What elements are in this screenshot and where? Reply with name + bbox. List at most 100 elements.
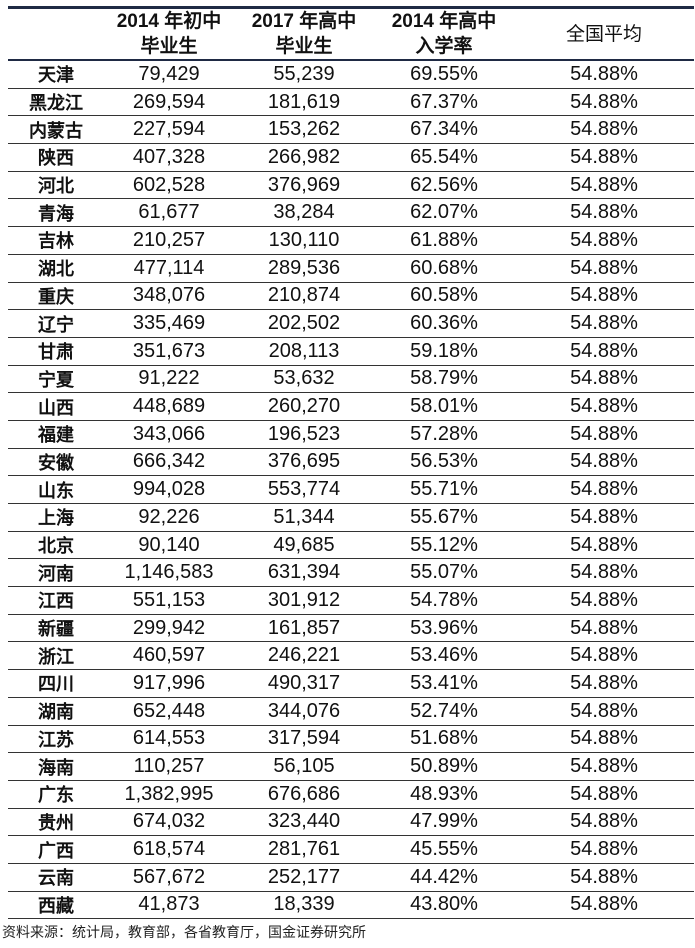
cell-senior-grads-2017: 161,857 [234, 614, 374, 643]
cell-province: 安徽 [8, 448, 104, 477]
cell-junior-grads-2014: 299,942 [104, 614, 234, 643]
cell-enroll-rate-2014: 61.88% [374, 226, 514, 255]
cell-junior-grads-2014: 79,429 [104, 60, 234, 89]
cell-enroll-rate-2014: 60.36% [374, 309, 514, 338]
cell-enroll-rate-2014: 57.28% [374, 420, 514, 449]
cell-senior-grads-2017: 252,177 [234, 863, 374, 892]
cell-enroll-rate-2014: 67.37% [374, 88, 514, 117]
cell-province: 青海 [8, 198, 104, 228]
cell-national-average: 54.88% [514, 531, 694, 560]
table-row: 安徽 666,342 376,695 56.53% 54.88% [8, 448, 694, 477]
cell-province: 天津 [8, 60, 104, 89]
cell-province: 内蒙古 [8, 115, 104, 145]
cell-province: 四川 [8, 669, 104, 698]
table-row: 湖南 652,448 344,076 52.74% 54.88% [8, 697, 694, 726]
cell-national-average: 54.88% [514, 198, 694, 228]
cell-enroll-rate-2014: 45.55% [374, 835, 514, 864]
table-row: 宁夏 91,222 53,632 58.79% 54.88% [8, 365, 694, 394]
cell-senior-grads-2017: 631,394 [234, 558, 374, 588]
header-line: 2014 年高中 [391, 11, 497, 32]
cell-national-average: 54.88% [514, 337, 694, 366]
cell-senior-grads-2017: 181,619 [234, 88, 374, 117]
table-row: 河北 602,528 376,969 62.56% 54.88% [8, 171, 694, 200]
cell-enroll-rate-2014: 62.07% [374, 198, 514, 228]
cell-junior-grads-2014: 666,342 [104, 448, 234, 477]
cell-province: 云南 [8, 863, 104, 892]
cell-province: 宁夏 [8, 365, 104, 394]
table-row: 山西 448,689 260,270 58.01% 54.88% [8, 392, 694, 421]
cell-senior-grads-2017: 260,270 [234, 392, 374, 421]
cell-enroll-rate-2014: 47.99% [374, 808, 514, 837]
table-row: 河南 1,146,583 631,394 55.07% 54.88% [8, 558, 694, 588]
cell-junior-grads-2014: 269,594 [104, 88, 234, 117]
cell-province: 辽宁 [8, 309, 104, 338]
cell-province: 新疆 [8, 614, 104, 643]
table-row: 北京 90,140 49,685 55.12% 54.88% [8, 531, 694, 560]
cell-national-average: 54.88% [514, 503, 694, 532]
cell-senior-grads-2017: 317,594 [234, 725, 374, 754]
cell-enroll-rate-2014: 55.12% [374, 531, 514, 560]
cell-national-average: 54.88% [514, 475, 694, 504]
header-line: 毕业生 [140, 36, 198, 57]
table-row: 陕西 407,328 266,982 65.54% 54.88% [8, 143, 694, 172]
cell-junior-grads-2014: 652,448 [104, 697, 234, 726]
cell-senior-grads-2017: 56,105 [234, 752, 374, 781]
enrollment-table: 2014 年初中 毕业生 2017 年高中 毕业生 2014 年高中 入学率 全国平均… [8, 6, 694, 920]
table-row: 海南 110,257 56,105 50.89% 54.88% [8, 752, 694, 781]
cell-junior-grads-2014: 551,153 [104, 586, 234, 615]
cell-junior-grads-2014: 110,257 [104, 752, 234, 781]
cell-province: 江西 [8, 586, 104, 615]
cell-senior-grads-2017: 55,239 [234, 60, 374, 89]
cell-senior-grads-2017: 301,912 [234, 586, 374, 615]
cell-junior-grads-2014: 210,257 [104, 226, 234, 255]
cell-junior-grads-2014: 61,677 [104, 198, 234, 228]
table-row: 山东 994,028 553,774 55.71% 54.88% [8, 475, 694, 504]
cell-enroll-rate-2014: 67.34% [374, 115, 514, 145]
cell-enroll-rate-2014: 59.18% [374, 337, 514, 366]
cell-enroll-rate-2014: 58.79% [374, 365, 514, 394]
cell-junior-grads-2014: 92,226 [104, 503, 234, 532]
cell-national-average: 54.88% [514, 392, 694, 421]
cell-senior-grads-2017: 246,221 [234, 641, 374, 671]
cell-enroll-rate-2014: 53.46% [374, 641, 514, 671]
cell-senior-grads-2017: 196,523 [234, 420, 374, 449]
cell-province: 西藏 [8, 891, 104, 920]
cell-senior-grads-2017: 376,969 [234, 171, 374, 200]
cell-province: 贵州 [8, 808, 104, 837]
table-row: 重庆 348,076 210,874 60.58% 54.88% [8, 282, 694, 311]
cell-national-average: 54.88% [514, 171, 694, 200]
header-line: 入学率 [415, 36, 473, 57]
table-row: 贵州 674,032 323,440 47.99% 54.88% [8, 808, 694, 837]
cell-senior-grads-2017: 676,686 [234, 780, 374, 809]
cell-national-average: 54.88% [514, 254, 694, 283]
cell-province: 黑龙江 [8, 88, 104, 117]
cell-enroll-rate-2014: 55.71% [374, 475, 514, 504]
cell-junior-grads-2014: 618,574 [104, 835, 234, 864]
cell-junior-grads-2014: 917,996 [104, 669, 234, 698]
cell-enroll-rate-2014: 53.96% [374, 614, 514, 643]
table-row: 云南 567,672 252,177 44.42% 54.88% [8, 863, 694, 892]
cell-junior-grads-2014: 91,222 [104, 365, 234, 394]
cell-province: 北京 [8, 531, 104, 560]
cell-national-average: 54.88% [514, 669, 694, 698]
table-row: 上海 92,226 51,344 55.67% 54.88% [8, 503, 694, 532]
cell-national-average: 54.88% [514, 835, 694, 864]
cell-enroll-rate-2014: 55.67% [374, 503, 514, 532]
table-row: 湖北 477,114 289,536 60.68% 54.88% [8, 254, 694, 283]
cell-national-average: 54.88% [514, 780, 694, 809]
cell-junior-grads-2014: 343,066 [104, 420, 234, 449]
cell-national-average: 54.88% [514, 725, 694, 754]
cell-province: 江苏 [8, 725, 104, 754]
cell-national-average: 54.88% [514, 143, 694, 172]
cell-senior-grads-2017: 344,076 [234, 697, 374, 726]
table-row: 青海 61,677 38,284 62.07% 54.88% [8, 198, 694, 228]
cell-national-average: 54.88% [514, 891, 694, 920]
cell-national-average: 54.88% [514, 558, 694, 588]
cell-national-average: 54.88% [514, 863, 694, 892]
cell-senior-grads-2017: 266,982 [234, 143, 374, 172]
cell-enroll-rate-2014: 69.55% [374, 60, 514, 89]
header-line: 2017 年高中 [251, 11, 357, 32]
cell-junior-grads-2014: 1,382,995 [104, 780, 234, 809]
cell-national-average: 54.88% [514, 88, 694, 117]
cell-national-average: 54.88% [514, 420, 694, 449]
